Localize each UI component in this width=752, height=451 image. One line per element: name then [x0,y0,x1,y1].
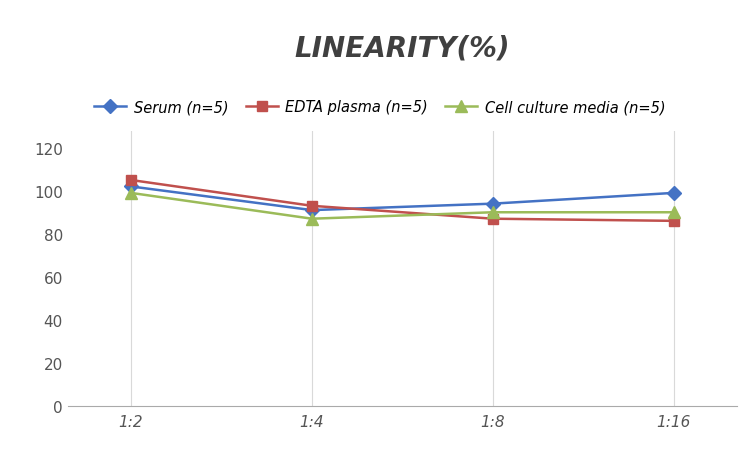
Cell culture media (n=5) [126,191,135,196]
Line: EDTA plasma (n=5): EDTA plasma (n=5) [126,176,678,226]
EDTA plasma (n=5) [669,219,678,224]
Cell culture media (n=5) [669,210,678,216]
Serum (n=5) [126,184,135,190]
Cell culture media (n=5) [488,210,497,216]
Line: Serum (n=5): Serum (n=5) [126,182,678,216]
EDTA plasma (n=5) [488,216,497,222]
Serum (n=5) [669,191,678,196]
Line: Cell culture media (n=5): Cell culture media (n=5) [126,188,679,225]
Text: LINEARITY(%): LINEARITY(%) [295,35,510,63]
Cell culture media (n=5) [308,216,317,222]
EDTA plasma (n=5) [308,204,317,209]
Serum (n=5) [488,202,497,207]
Serum (n=5) [308,208,317,213]
Legend: Serum (n=5), EDTA plasma (n=5), Cell culture media (n=5): Serum (n=5), EDTA plasma (n=5), Cell cul… [88,94,671,121]
EDTA plasma (n=5) [126,178,135,183]
